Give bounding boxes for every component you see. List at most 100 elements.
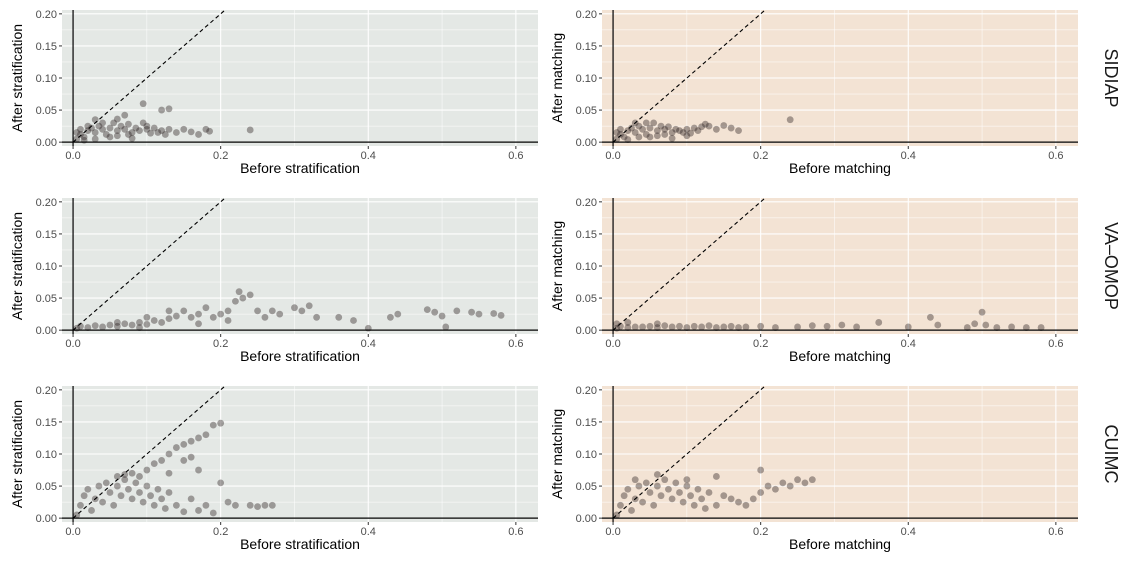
data-point [963, 324, 971, 331]
data-point [150, 317, 158, 324]
data-point [209, 421, 217, 429]
data-point [442, 323, 450, 331]
data-point [136, 473, 143, 480]
data-point [91, 116, 99, 124]
data-point [165, 489, 173, 496]
panel-cuimc-matching: 0.0 0.2 0.4 0.6 0.00 0.05 0.10 0.15 0.20 Before m… [549, 385, 1078, 552]
data-point [180, 440, 188, 448]
x-tick-label: 0.0 [65, 150, 80, 162]
data-point [235, 288, 243, 296]
y-tick-label: 0.05 [36, 481, 57, 493]
data-point [679, 129, 687, 136]
data-point [468, 308, 475, 316]
data-point [801, 479, 809, 487]
data-point [720, 323, 728, 331]
x-tick-label: 0.4 [361, 150, 376, 162]
data-point [786, 116, 794, 124]
data-point [106, 133, 114, 141]
data-point [217, 479, 225, 487]
panel-sidiap-matching: 0.0 0.2 0.4 0.6 0.00 0.05 0.10 0.15 0.20 Before m… [549, 9, 1078, 176]
data-point [620, 133, 628, 141]
data-point [125, 485, 132, 493]
x-tick-label: 0.6 [1048, 150, 1063, 162]
data-point [335, 313, 343, 321]
y-tick-label: 0.05 [576, 481, 597, 493]
data-point [668, 129, 676, 136]
data-point [110, 119, 118, 127]
data-point [268, 501, 276, 509]
data-point [195, 507, 202, 514]
data-point [687, 492, 694, 500]
points-group [73, 288, 505, 332]
data-point [113, 319, 121, 326]
row-strip-label: CUIMC [1101, 425, 1121, 484]
x-tick-label: 0.0 [65, 526, 80, 538]
data-point [202, 304, 210, 312]
data-point [143, 482, 151, 490]
data-point [136, 489, 143, 496]
data-point [121, 320, 129, 328]
data-point [642, 131, 650, 138]
data-point [1008, 323, 1015, 331]
data-point [665, 485, 672, 493]
x-axis-title: Before stratification [240, 348, 360, 364]
data-point [187, 128, 195, 136]
y-tick-label: 0.15 [36, 229, 57, 241]
data-point [653, 132, 661, 140]
x-tick-label: 0.4 [361, 338, 376, 350]
x-tick-label: 0.6 [1048, 526, 1063, 538]
data-point [613, 129, 621, 136]
data-point [209, 509, 217, 517]
data-point [657, 492, 665, 500]
data-point [978, 308, 986, 316]
panel-vaomop-stratification: 0.0 0.2 0.4 0.6 0.00 0.05 0.10 0.15 0.20 Before s… [9, 197, 538, 364]
data-point [727, 495, 735, 503]
data-point [683, 324, 691, 331]
data-point [690, 501, 698, 509]
data-point [139, 498, 147, 506]
data-point [642, 479, 650, 487]
data-point [195, 320, 202, 328]
data-point [624, 485, 632, 493]
data-point [982, 321, 990, 329]
data-point [73, 129, 81, 136]
y-tick-label: 0.10 [576, 449, 597, 461]
data-point [232, 297, 239, 305]
data-point [1022, 324, 1030, 331]
data-point [106, 124, 114, 132]
data-point [246, 126, 254, 134]
data-point [187, 453, 195, 461]
data-point [639, 125, 646, 133]
data-point [690, 322, 698, 330]
data-point [650, 119, 658, 127]
data-point [735, 127, 742, 135]
data-point [757, 322, 765, 330]
y-tick-label: 0.15 [576, 41, 597, 53]
data-point [676, 127, 683, 135]
data-point [224, 307, 232, 315]
data-point [742, 323, 750, 331]
data-point [661, 125, 669, 133]
y-axis-title: After matching [549, 221, 565, 311]
data-point [786, 482, 794, 490]
data-point [705, 122, 713, 130]
data-point [628, 507, 635, 514]
data-point [1037, 324, 1045, 331]
data-point [291, 304, 298, 312]
data-point [172, 444, 180, 451]
data-point [246, 501, 254, 509]
y-tick-label: 0.05 [576, 105, 597, 117]
data-point [180, 508, 188, 516]
data-point [635, 482, 643, 490]
x-tick-label: 0.0 [65, 338, 80, 350]
points-group [73, 100, 254, 144]
x-axis-title: Before matching [789, 348, 891, 364]
data-point [772, 485, 779, 493]
data-point [217, 310, 225, 318]
x-axis-title: Before stratification [240, 160, 360, 176]
data-point [698, 495, 706, 503]
data-point [650, 501, 658, 509]
x-tick-label: 0.2 [213, 338, 228, 350]
data-point [808, 476, 816, 484]
